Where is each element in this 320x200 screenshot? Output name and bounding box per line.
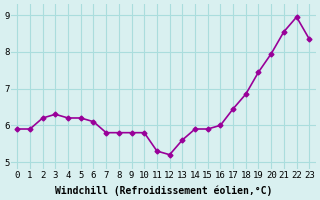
- X-axis label: Windchill (Refroidissement éolien,°C): Windchill (Refroidissement éolien,°C): [55, 185, 272, 196]
